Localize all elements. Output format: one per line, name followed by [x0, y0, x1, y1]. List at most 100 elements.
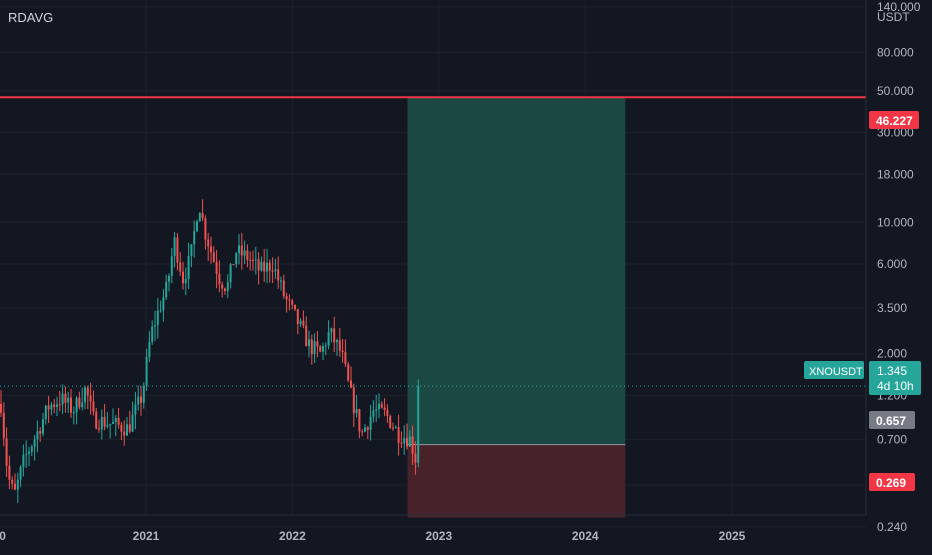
candle-body [196, 221, 198, 232]
candle-body [25, 453, 28, 455]
candle-body [411, 436, 414, 454]
candle-body [56, 404, 58, 407]
candle-body [193, 231, 196, 245]
candle-body [358, 409, 361, 432]
candle-body [103, 416, 106, 427]
candle-body [0, 403, 2, 413]
candle-body [179, 262, 182, 272]
candle-body [268, 262, 271, 271]
candle-body [366, 427, 369, 430]
candle-body [394, 427, 397, 429]
candle-body [330, 328, 333, 333]
candle-body [375, 409, 378, 411]
candle-body [361, 431, 364, 433]
candle-body [106, 425, 109, 427]
y-tick-label: 3.500 [877, 301, 907, 315]
candle-body [67, 397, 70, 403]
candle-body [184, 278, 187, 284]
candle-body [305, 325, 308, 347]
candle-body [44, 405, 47, 420]
y-tick-label: 50.000 [877, 84, 914, 98]
candle-body [266, 262, 268, 272]
ticker-tag-bg [804, 361, 864, 379]
candle-body [89, 395, 92, 402]
candle-body [229, 264, 232, 283]
candle-body [112, 421, 114, 424]
candle-body [296, 309, 299, 325]
y-tick-label: 2.000 [877, 347, 907, 361]
candle-body [72, 412, 75, 414]
candle-body [215, 261, 218, 274]
candle-body [173, 237, 176, 257]
candle-body [417, 386, 420, 463]
candle-body [201, 213, 204, 219]
candle-body [28, 451, 30, 454]
candle-body [235, 253, 238, 265]
candle-body [257, 259, 260, 271]
candle-body [389, 415, 392, 428]
candle-body [386, 409, 389, 416]
candle-body [137, 396, 140, 405]
candle-body [176, 237, 179, 263]
candle-body [243, 250, 246, 256]
candle-body [151, 326, 154, 342]
x-tick-label: 2022 [279, 529, 306, 543]
indicator-label[interactable]: RDAVG [8, 10, 53, 25]
candle-body [392, 427, 394, 429]
candle-body [2, 412, 5, 439]
candle-body [100, 416, 103, 430]
currency-label: USDT [877, 10, 910, 24]
x-tick-label: 2023 [425, 529, 452, 543]
candle-body [84, 387, 86, 403]
candle-body [263, 261, 266, 272]
stop-price-tag: 0.269 [876, 476, 906, 490]
candle-body [308, 339, 310, 347]
time-axis[interactable]: 20 2021 2022 2023 2024 2025 [0, 514, 866, 543]
candle-body [324, 345, 327, 347]
level-lines [0, 96, 866, 387]
candle-body [117, 417, 120, 425]
price-axis[interactable]: USDT 140.000 80.000 50.000 30.000 18.000 10.0… [865, 0, 932, 550]
candle-body [58, 404, 61, 406]
candle-body [190, 244, 193, 256]
candle-body [400, 442, 403, 444]
candle-body [22, 454, 25, 468]
candle-body [355, 409, 358, 414]
candle-body [372, 410, 375, 417]
candle-body [221, 284, 224, 289]
candle-body [408, 436, 411, 447]
y-tick-label: 18.000 [877, 167, 914, 181]
candle-body [162, 297, 165, 311]
candle-body [249, 259, 252, 261]
y-tick-label: 6.000 [877, 257, 907, 271]
candle-body [252, 259, 254, 261]
candle-body [338, 340, 341, 351]
candle-body [406, 438, 408, 447]
y-tick-label: 10.000 [877, 215, 914, 229]
candle-body [86, 387, 89, 396]
candle-body [120, 424, 123, 432]
candle-body [154, 325, 156, 327]
candle-body [64, 393, 67, 403]
candle-body [414, 453, 417, 463]
candle-body [148, 341, 151, 358]
candle-body [70, 397, 72, 413]
candle-body [81, 402, 84, 408]
candle-body [39, 431, 42, 434]
candle-body [254, 259, 257, 261]
position-zones [407, 97, 626, 518]
candle-body [302, 320, 305, 326]
candle-body [232, 264, 235, 266]
candle-body [61, 393, 64, 405]
candle-body [282, 280, 285, 297]
candle-body [274, 269, 277, 272]
candle-body [204, 218, 207, 240]
candle-body [114, 417, 117, 422]
candle-body [198, 213, 201, 222]
y-tick-label: 0.700 [877, 432, 907, 446]
x-tick-label: 2024 [572, 529, 599, 543]
candle-body [123, 431, 126, 436]
candle-body [92, 401, 95, 412]
